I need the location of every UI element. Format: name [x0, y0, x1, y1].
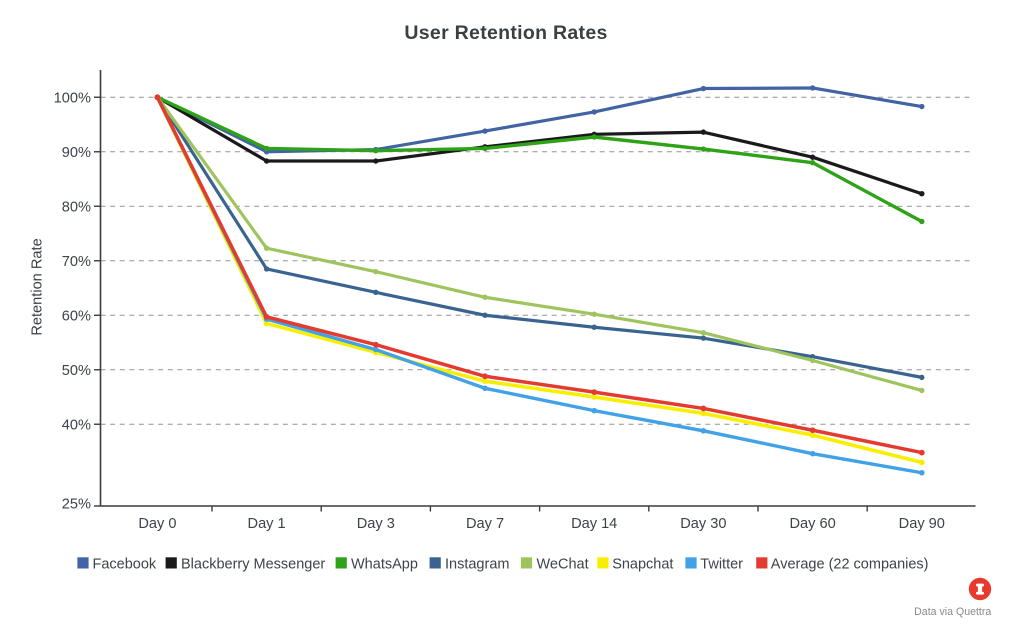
svg-text:Snapchat: Snapchat [612, 556, 673, 572]
svg-text:Facebook: Facebook [93, 556, 157, 572]
svg-text:WhatsApp: WhatsApp [351, 556, 418, 572]
svg-text:Data via Quettra: Data via Quettra [914, 606, 991, 618]
svg-text:WeChat: WeChat [537, 556, 589, 572]
svg-text:70%: 70% [62, 254, 91, 270]
svg-text:80%: 80% [62, 200, 91, 216]
svg-text:Day 0: Day 0 [138, 516, 176, 532]
svg-text:Day 60: Day 60 [789, 516, 835, 532]
svg-text:Average (22 companies): Average (22 companies) [771, 556, 929, 572]
svg-text:User Retention Rates: User Retention Rates [404, 22, 607, 44]
svg-text:Day 30: Day 30 [680, 516, 726, 532]
svg-text:Retention Rate: Retention Rate [30, 238, 46, 335]
svg-text:Day 14: Day 14 [571, 516, 617, 532]
svg-text:Day 1: Day 1 [248, 516, 286, 532]
svg-text:50%: 50% [62, 363, 91, 379]
svg-text:Day 90: Day 90 [899, 516, 945, 532]
svg-text:Instagram: Instagram [445, 556, 509, 572]
svg-text:40%: 40% [62, 418, 91, 434]
svg-text:Day 3: Day 3 [357, 516, 395, 532]
svg-text:100%: 100% [54, 91, 91, 107]
svg-text:Twitter: Twitter [700, 556, 743, 572]
svg-text:Blackberry Messenger: Blackberry Messenger [181, 556, 325, 572]
svg-text:Day 7: Day 7 [466, 516, 504, 532]
svg-text:60%: 60% [62, 309, 91, 325]
svg-text:25%: 25% [62, 497, 91, 513]
svg-text:90%: 90% [62, 145, 91, 161]
